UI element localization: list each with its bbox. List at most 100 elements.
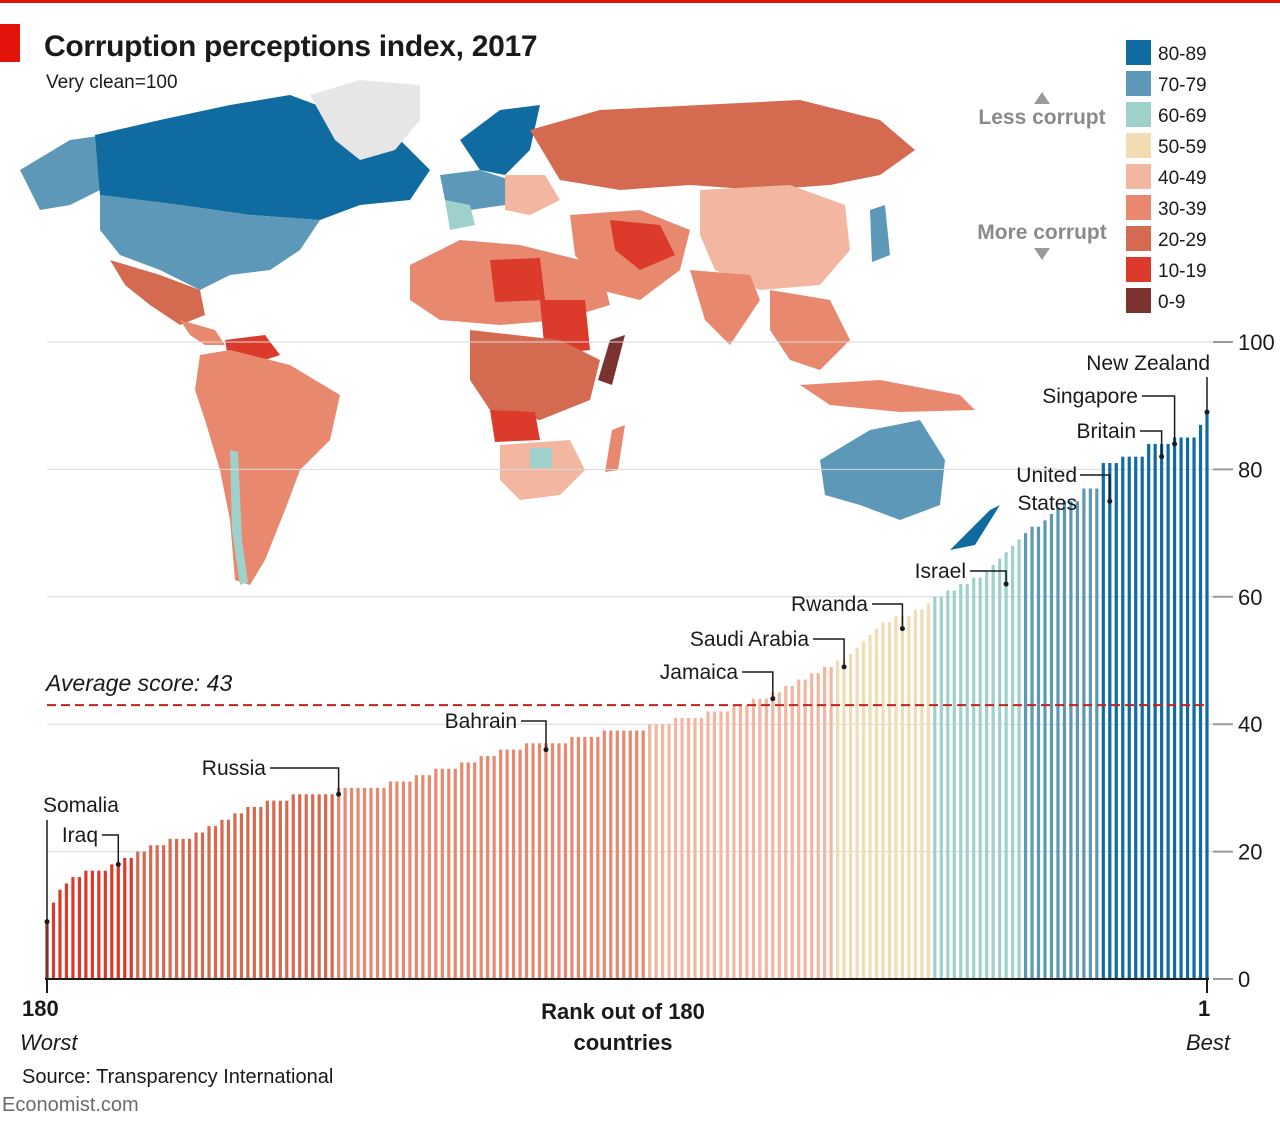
bar-rank-33	[998, 558, 1002, 979]
bar-rank-27	[1036, 526, 1041, 979]
bar-rank-160	[175, 838, 179, 979]
bar-rank-127	[388, 781, 393, 979]
bar-rank-157	[194, 832, 198, 979]
bar-rank-18	[1095, 488, 1099, 979]
y-gridlines	[47, 341, 1233, 853]
bar-rank-19	[1088, 488, 1092, 979]
annot-singapore-leader	[1142, 395, 1176, 444]
up-arrow-icon	[1034, 92, 1050, 104]
legend-label-80-89: 80-89	[1158, 44, 1207, 65]
bar-rank-122	[421, 775, 425, 979]
bar-rank-177	[64, 883, 69, 979]
bar-rank-161	[168, 838, 172, 979]
map-south-america	[195, 350, 340, 585]
bar-rank-126	[395, 781, 399, 979]
bar-rank-12	[1134, 456, 1138, 979]
average-label: Average score: 43	[46, 670, 233, 696]
brand-red-tag	[0, 24, 20, 62]
annot-bahrain-label: Bahrain	[445, 710, 517, 733]
bar-rank-66	[784, 685, 788, 979]
annot-rwanda-leader	[872, 603, 904, 629]
legend-swatch-50-59	[1126, 133, 1151, 158]
bar-rank-89	[635, 730, 639, 979]
bar-rank-162	[162, 845, 166, 979]
map-greenland	[310, 80, 420, 160]
bar-rank-69	[764, 698, 768, 979]
legend-swatch-0-9	[1126, 288, 1151, 313]
annot-israel-label: Israel	[915, 560, 966, 583]
bar-rank-140	[304, 794, 308, 979]
bar-rank-8	[1160, 443, 1164, 979]
bar-rank-77	[712, 711, 717, 979]
y-tick-label-40: 40	[1238, 712, 1262, 737]
bar-rank-40	[952, 590, 956, 979]
map-libya	[490, 258, 545, 302]
map-new-zealand	[950, 505, 1000, 550]
map-southeast-asia	[770, 290, 850, 370]
chart-title: Corruption perceptions index, 2017	[44, 30, 538, 63]
map-central-africa	[470, 330, 600, 420]
bar-rank-114	[473, 762, 477, 979]
bar-rank-138	[317, 794, 321, 979]
bar-rank-135	[337, 787, 341, 979]
bar-rank-16	[1108, 463, 1112, 979]
bar-rank-44	[926, 603, 930, 979]
bar-rank-92	[615, 730, 619, 979]
annot-united-states: United States	[1016, 464, 1113, 515]
bar-rank-72	[745, 705, 749, 979]
bar-rank-23	[1062, 501, 1067, 979]
legend-label-50-59: 50-59	[1158, 137, 1207, 158]
map-russia	[530, 100, 915, 190]
bar-rank-176	[71, 877, 75, 979]
bar-rank-24	[1056, 507, 1060, 979]
bar-rank-129	[375, 787, 380, 979]
bar-rank-100	[563, 743, 568, 979]
bar-rank-73	[738, 705, 743, 979]
bar-rank-91	[622, 730, 626, 979]
bar-rank-95	[596, 736, 600, 979]
bar-rank-175	[77, 877, 81, 979]
bar-rank-174	[84, 870, 88, 979]
bar-rank-156	[200, 832, 205, 979]
bar-rank-115	[466, 762, 470, 979]
bar-rank-4	[1185, 437, 1190, 979]
bar-rank-52	[874, 628, 879, 979]
bar-rank-63	[803, 679, 807, 979]
annot-somalia-label: Somalia	[43, 794, 119, 817]
bar-rank-84	[667, 724, 671, 979]
legend-label-10-19: 10-19	[1158, 261, 1207, 282]
bar-rank-2	[1198, 424, 1203, 979]
annot-iraq-label: Iraq	[62, 824, 98, 847]
bar-rank-121	[427, 775, 431, 979]
bar-rank-60	[823, 666, 827, 979]
bar-rank-15	[1114, 463, 1118, 979]
map-usa	[100, 195, 320, 290]
legend-swatch-60-69	[1126, 102, 1151, 127]
map-botswana	[530, 448, 552, 468]
bar-rank-96	[589, 736, 593, 979]
legend-label-30-39: 30-39	[1158, 199, 1207, 220]
bar-rank-111	[492, 756, 496, 979]
annot-somalia: Somalia	[43, 794, 119, 925]
country-annotations: Somalia Iraq Russia Bahrain Jamaica Saudi Ara…	[43, 352, 1210, 925]
bar-rank-30	[1017, 539, 1021, 979]
bar-rank-6	[1173, 437, 1177, 979]
bar-rank-136	[330, 794, 334, 979]
bar-rank-97	[583, 736, 587, 979]
worst-label: Worst	[20, 1030, 78, 1055]
bar-rank-123	[414, 775, 418, 979]
bar-rank-11	[1140, 456, 1144, 979]
bar-rank-169	[116, 864, 120, 979]
bar-rank-172	[97, 870, 101, 979]
map-madagascar	[605, 425, 625, 472]
annot-jamaica-leader	[742, 671, 774, 699]
legend-label-40-49: 40-49	[1158, 168, 1207, 189]
bar-rank-57	[842, 660, 846, 979]
legend-swatch-10-19	[1126, 257, 1151, 282]
bar-rank-58	[836, 660, 840, 979]
bar-rank-179	[51, 902, 56, 979]
annot-saudi-arabia-label: Saudi Arabia	[690, 628, 809, 651]
bar-rank-5	[1179, 437, 1183, 979]
x-axis-right-label: 1	[1198, 996, 1211, 1021]
